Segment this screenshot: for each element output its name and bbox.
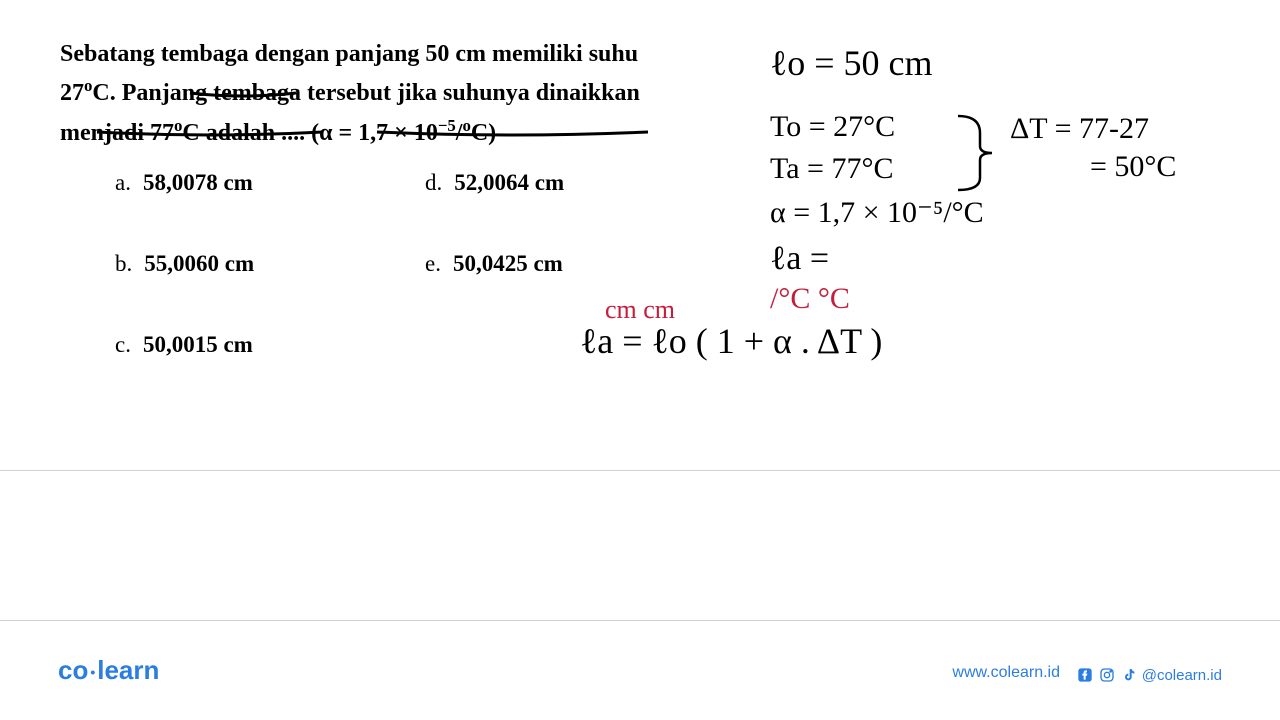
option-e: e. 50,0425 cm: [425, 251, 563, 277]
underline-alpha: [375, 126, 650, 144]
hw-ta: Ta = 77°C: [770, 152, 893, 186]
hw-dt1: ΔT = 77-27: [1010, 112, 1149, 146]
hw-t0: To = 27°C: [770, 110, 895, 144]
hw-lo: ℓo = 50 cm: [770, 42, 933, 84]
option-b: b. 55,0060 cm: [115, 251, 425, 277]
footer: co•learn www.colearn.id @colearn.id: [0, 652, 1280, 692]
logo-learn: learn: [97, 655, 159, 685]
option-d-letter: d.: [425, 170, 442, 195]
option-a-text: 58,0078 cm: [143, 170, 253, 195]
hw-la-eq: ℓa =: [770, 240, 829, 278]
underline-tembaga: [188, 86, 298, 104]
footer-url: www.colearn.id: [952, 664, 1060, 682]
option-a: a. 58,0078 cm: [115, 170, 425, 196]
tiktok-icon: [1120, 666, 1138, 684]
q-line1: Sebatang tembaga dengan panjang 50 cm me…: [60, 41, 638, 67]
option-d: d. 52,0064 cm: [425, 170, 564, 196]
option-c: c. 50,0015 cm: [115, 332, 425, 358]
option-e-text: 50,0425 cm: [453, 251, 563, 276]
underline-77c: [95, 126, 325, 144]
hw-oc-oc: /°C °C: [770, 282, 850, 316]
logo-dot: •: [88, 664, 97, 680]
options-block: a. 58,0078 cm d. 52,0064 cm b. 55,0060 cm e…: [115, 170, 715, 413]
divider-2: [0, 620, 1280, 621]
option-c-text: 50,0015 cm: [143, 332, 253, 357]
hw-bracket: [950, 108, 1000, 203]
option-b-letter: b.: [115, 251, 132, 276]
option-c-letter: c.: [115, 332, 131, 357]
option-row-1: a. 58,0078 cm d. 52,0064 cm: [115, 170, 715, 196]
option-e-letter: e.: [425, 251, 441, 276]
option-a-letter: a.: [115, 170, 131, 195]
q-line2-p2: C. Panjang tembaga tersebut jika suhunya…: [92, 80, 639, 106]
instagram-icon: [1098, 666, 1116, 684]
option-row-2: b. 55,0060 cm e. 50,0425 cm: [115, 251, 715, 277]
logo: co•learn: [58, 655, 159, 686]
q-line2-p1: 27: [60, 80, 84, 106]
footer-handle: @colearn.id: [1142, 667, 1222, 684]
option-b-text: 55,0060 cm: [144, 251, 254, 276]
hw-dt2: = 50°C: [1090, 150, 1176, 184]
facebook-icon: [1076, 666, 1094, 684]
footer-social: @colearn.id: [1076, 666, 1222, 684]
hw-formula: ℓa = ℓo ( 1 + α . ΔT ): [580, 320, 882, 362]
divider-1: [0, 470, 1280, 471]
option-d-text: 52,0064 cm: [454, 170, 564, 195]
logo-co: co: [58, 655, 88, 685]
